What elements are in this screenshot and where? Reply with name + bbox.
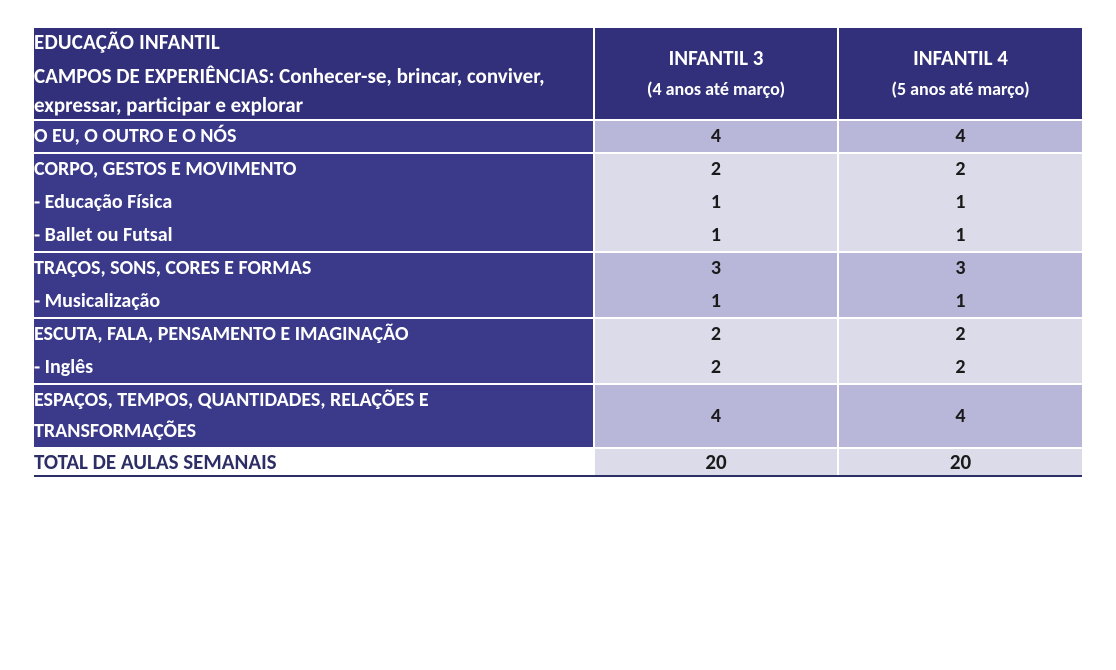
value: 2 bbox=[955, 154, 965, 185]
group-description: ESCUTA, FALA, PENSAMENTO E IMAGINAÇÃO- I… bbox=[34, 318, 594, 384]
group-value-col2: 31 bbox=[838, 252, 1082, 318]
group-value-col2: 4 bbox=[838, 120, 1082, 153]
table-row: CORPO, GESTOS E MOVIMENTO- Educação Físi… bbox=[34, 153, 1082, 252]
group-value-col1: 31 bbox=[594, 252, 838, 318]
curriculum-table: EDUCAÇÃO INFANTIL CAMPOS DE EXPERIÊNCIAS… bbox=[34, 28, 1082, 477]
header-col-infantil4: INFANTIL 4 (5 anos até março) bbox=[838, 28, 1082, 120]
value: 2 bbox=[711, 319, 721, 350]
group-subitem: - Musicalização bbox=[34, 286, 593, 317]
value: 3 bbox=[955, 253, 965, 284]
table-row: ESPAÇOS, TEMPOS, QUANTIDADES, RELAÇÕES E… bbox=[34, 384, 1082, 448]
header-col-infantil3: INFANTIL 3 (4 anos até março) bbox=[594, 28, 838, 120]
group-value-col2: 22 bbox=[838, 318, 1082, 384]
group-title: TRAÇOS, SONS, CORES E FORMAS bbox=[34, 253, 593, 284]
value: 2 bbox=[955, 352, 965, 383]
group-subitem: - Ballet ou Futsal bbox=[34, 220, 593, 251]
value: 4 bbox=[955, 401, 965, 432]
value: 3 bbox=[711, 253, 721, 284]
header-col1-title: INFANTIL 3 bbox=[595, 45, 837, 72]
value: 4 bbox=[711, 401, 721, 432]
group-description: TRAÇOS, SONS, CORES E FORMAS- Musicaliza… bbox=[34, 252, 594, 318]
group-value-col1: 211 bbox=[594, 153, 838, 252]
value: 2 bbox=[711, 154, 721, 185]
total-value-col2: 20 bbox=[838, 448, 1082, 476]
header-col2-sub: (5 anos até março) bbox=[839, 78, 1082, 101]
group-title: O EU, O OUTRO E O NÓS bbox=[34, 121, 593, 152]
value: 1 bbox=[955, 286, 965, 317]
value: 1 bbox=[711, 187, 721, 218]
group-value-col2: 211 bbox=[838, 153, 1082, 252]
group-value-col2: 4 bbox=[838, 384, 1082, 448]
value: 1 bbox=[711, 220, 721, 251]
group-subitem: - Inglês bbox=[34, 352, 593, 383]
group-title: ESPAÇOS, TEMPOS, QUANTIDADES, RELAÇÕES E… bbox=[34, 385, 593, 447]
total-row: TOTAL DE AULAS SEMANAIS 20 20 bbox=[34, 448, 1082, 476]
total-value-col1: 20 bbox=[594, 448, 838, 476]
value: 1 bbox=[711, 286, 721, 317]
group-value-col1: 22 bbox=[594, 318, 838, 384]
group-subitem: - Educação Física bbox=[34, 187, 593, 218]
group-value-col1: 4 bbox=[594, 120, 838, 153]
header-col1-sub: (4 anos até março) bbox=[595, 78, 837, 101]
group-value-col1: 4 bbox=[594, 384, 838, 448]
value: 4 bbox=[955, 121, 965, 152]
header-title: EDUCAÇÃO INFANTIL bbox=[34, 28, 593, 56]
group-description: CORPO, GESTOS E MOVIMENTO- Educação Físi… bbox=[34, 153, 594, 252]
total-label: TOTAL DE AULAS SEMANAIS bbox=[34, 448, 594, 476]
table-row: O EU, O OUTRO E O NÓS 4 4 bbox=[34, 120, 1082, 153]
value: 1 bbox=[955, 187, 965, 218]
group-title: ESCUTA, FALA, PENSAMENTO E IMAGINAÇÃO bbox=[34, 319, 593, 350]
value: 2 bbox=[711, 352, 721, 383]
value: 2 bbox=[955, 319, 965, 350]
group-title: CORPO, GESTOS E MOVIMENTO bbox=[34, 154, 593, 185]
value: 1 bbox=[955, 220, 965, 251]
header-description-cell: EDUCAÇÃO INFANTIL CAMPOS DE EXPERIÊNCIAS… bbox=[34, 28, 594, 120]
table-row: TRAÇOS, SONS, CORES E FORMAS- Musicaliza… bbox=[34, 252, 1082, 318]
group-description: O EU, O OUTRO E O NÓS bbox=[34, 120, 594, 153]
value: 4 bbox=[711, 121, 721, 152]
header-col2-title: INFANTIL 4 bbox=[839, 45, 1082, 72]
table-header-row: EDUCAÇÃO INFANTIL CAMPOS DE EXPERIÊNCIAS… bbox=[34, 28, 1082, 120]
group-description: ESPAÇOS, TEMPOS, QUANTIDADES, RELAÇÕES E… bbox=[34, 384, 594, 448]
table-row: ESCUTA, FALA, PENSAMENTO E IMAGINAÇÃO- I… bbox=[34, 318, 1082, 384]
header-subtitle: CAMPOS DE EXPERIÊNCIAS: Conhecer-se, bri… bbox=[34, 62, 593, 119]
